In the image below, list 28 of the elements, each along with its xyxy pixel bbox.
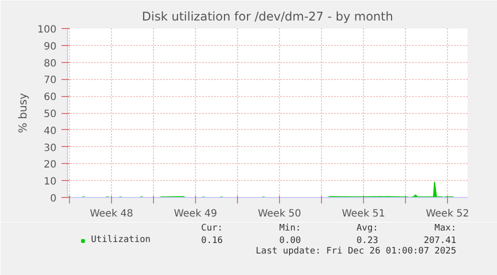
x-tick-label: Week 48 [90, 208, 134, 220]
text: 0.00 [279, 236, 301, 246]
y-axis-title: % busy [16, 92, 30, 134]
x-tick-label: Week 50 [258, 208, 302, 220]
chart-title: Disk utilization for /dev/dm-27 - by month [142, 10, 394, 24]
legend-label: Utilization [91, 235, 151, 245]
y-tick-label: 20 [44, 160, 57, 171]
y-tick-label: 90 [44, 41, 57, 52]
y-tick-label: 0 [50, 194, 57, 204]
y-tick-label: 40 [44, 126, 57, 137]
y-tick-label: 80 [44, 58, 57, 70]
y-tick-label: 30 [44, 142, 57, 154]
y-tick-label: 50 [44, 109, 57, 120]
text: Min: [279, 224, 301, 234]
y-tick-label: 60 [44, 92, 57, 104]
y-tick-label: 70 [44, 75, 57, 86]
text: Max: [434, 224, 456, 234]
text: 0.23 [356, 236, 378, 246]
text: Avg: [356, 224, 378, 234]
text: 207.41 [424, 236, 456, 246]
x-tick-label: Week 52 [426, 208, 470, 220]
x-tick-label: Week 51 [342, 208, 386, 220]
x-tick-label: Week 49 [174, 208, 218, 220]
text: Cur: [201, 224, 223, 234]
y-tick-label: 10 [44, 176, 57, 188]
text: 0.16 [201, 236, 223, 246]
y-tick-label: 100 [37, 24, 57, 36]
text: Last update: Fri Dec 26 01:00:07 2025 [256, 246, 456, 256]
